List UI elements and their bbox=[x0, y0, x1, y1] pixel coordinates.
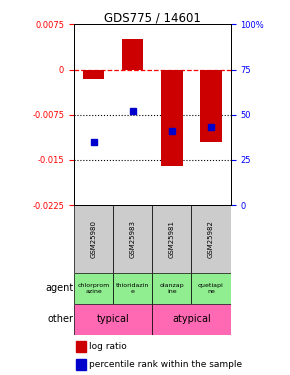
Bar bbox=[75, 340, 86, 352]
Bar bbox=[161, 70, 183, 166]
Text: log ratio: log ratio bbox=[89, 342, 126, 351]
Text: chlorprom
azine: chlorprom azine bbox=[77, 283, 110, 294]
Text: GSM25982: GSM25982 bbox=[208, 220, 214, 258]
Text: quetiapi
ne: quetiapi ne bbox=[198, 283, 224, 294]
Bar bbox=[200, 70, 222, 142]
Text: GSM25983: GSM25983 bbox=[130, 220, 136, 258]
Text: agent: agent bbox=[45, 284, 73, 294]
Text: percentile rank within the sample: percentile rank within the sample bbox=[89, 360, 242, 369]
Bar bbox=[75, 359, 86, 370]
FancyBboxPatch shape bbox=[152, 273, 191, 304]
FancyBboxPatch shape bbox=[113, 273, 152, 304]
FancyBboxPatch shape bbox=[74, 205, 113, 273]
Text: GSM25980: GSM25980 bbox=[90, 220, 97, 258]
FancyBboxPatch shape bbox=[74, 273, 113, 304]
Text: typical: typical bbox=[97, 315, 129, 324]
FancyBboxPatch shape bbox=[152, 205, 191, 273]
Bar bbox=[122, 39, 144, 70]
Title: GDS775 / 14601: GDS775 / 14601 bbox=[104, 11, 201, 24]
Text: other: other bbox=[47, 315, 73, 324]
FancyBboxPatch shape bbox=[191, 205, 231, 273]
FancyBboxPatch shape bbox=[113, 205, 152, 273]
Text: GSM25981: GSM25981 bbox=[169, 220, 175, 258]
Text: olanzap
ine: olanzap ine bbox=[160, 283, 184, 294]
FancyBboxPatch shape bbox=[191, 273, 231, 304]
Bar bbox=[83, 70, 104, 79]
Text: thioridazin
e: thioridazin e bbox=[116, 283, 149, 294]
FancyBboxPatch shape bbox=[152, 304, 231, 335]
Text: atypical: atypical bbox=[172, 315, 211, 324]
FancyBboxPatch shape bbox=[74, 304, 152, 335]
